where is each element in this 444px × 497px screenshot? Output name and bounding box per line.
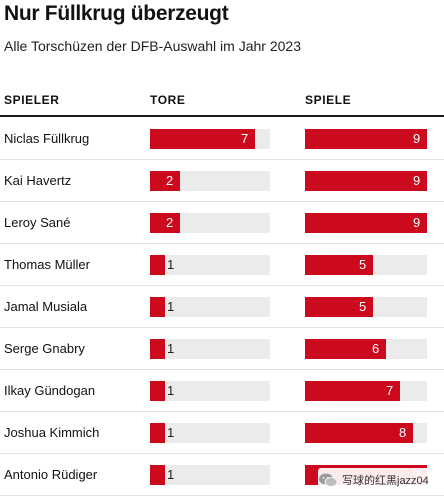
tore-bar xyxy=(150,255,165,275)
spiele-value-label: 6 xyxy=(372,341,380,356)
spiele-track: 5 xyxy=(305,255,427,275)
player-name: Ilkay Gündogan xyxy=(4,383,96,398)
spiele-value-label: 9 xyxy=(413,215,421,230)
spiele-track: 8 xyxy=(305,423,427,443)
tore-value-label: 1 xyxy=(167,467,175,482)
spiele-track: 9 xyxy=(305,171,427,191)
spiele-value-label: 5 xyxy=(359,299,367,314)
spiele-value-label: 9 xyxy=(413,173,421,188)
tore-bar xyxy=(150,297,165,317)
tore-value-label: 1 xyxy=(167,425,175,440)
tore-value-label: 1 xyxy=(167,341,175,356)
table-row: Serge Gnabry 1 6 xyxy=(0,328,444,370)
tore-bar xyxy=(150,465,165,485)
spiele-track: 5 xyxy=(305,297,427,317)
watermark-text: 写球的红黑jazz04 xyxy=(342,475,429,487)
tore-track: 2 xyxy=(150,171,270,191)
spiele-value-label: 9 xyxy=(413,131,421,146)
spiele-value-label: 8 xyxy=(399,425,407,440)
spiele-bar xyxy=(305,423,413,443)
tore-bar xyxy=(150,213,180,233)
spiele-track: 9 xyxy=(305,129,427,149)
spiele-value-label: 5 xyxy=(359,257,367,272)
spiele-value-label: 7 xyxy=(386,383,394,398)
player-name: Thomas Müller xyxy=(4,257,90,272)
tore-track: 1 xyxy=(150,423,270,443)
player-name: Niclas Füllkrug xyxy=(4,131,90,146)
tore-track: 1 xyxy=(150,465,270,485)
table-row: Joshua Kimmich 1 8 xyxy=(0,412,444,454)
chart-title: Nur Füllkrug überzeugt xyxy=(4,2,229,25)
tore-value-label: 2 xyxy=(166,215,174,230)
tore-bar xyxy=(150,339,165,359)
spiele-track: 9 xyxy=(305,213,427,233)
spiele-track: 6 xyxy=(305,339,427,359)
spiele-bar xyxy=(305,297,373,317)
header-spieler: SPIELER xyxy=(4,93,60,107)
wechat-icon xyxy=(319,473,338,487)
spiele-bar xyxy=(305,381,400,401)
tore-track: 1 xyxy=(150,339,270,359)
player-name: Joshua Kimmich xyxy=(4,425,100,440)
tore-track: 2 xyxy=(150,213,270,233)
tore-track: 1 xyxy=(150,381,270,401)
table-row: Niclas Füllkrug 7 9 xyxy=(0,118,444,160)
table-row: Kai Havertz 2 9 xyxy=(0,160,444,202)
player-name: Kai Havertz xyxy=(4,173,72,188)
tore-bar xyxy=(150,423,165,443)
spiele-bar xyxy=(305,129,427,149)
tore-value-label: 7 xyxy=(241,131,249,146)
table-row: Leroy Sané 2 9 xyxy=(0,202,444,244)
spiele-bar xyxy=(305,171,427,191)
player-name: Jamal Musiala xyxy=(4,299,88,314)
header-spiele: SPIELE xyxy=(305,93,352,107)
tore-bar xyxy=(150,129,255,149)
spiele-bar xyxy=(305,255,373,275)
player-name: Leroy Sané xyxy=(4,215,71,230)
tore-value-label: 1 xyxy=(167,383,175,398)
spiele-bar xyxy=(305,213,427,233)
watermark: 写球的红黑jazz04 xyxy=(318,468,442,492)
header-tore: TORE xyxy=(150,93,186,107)
table-row: Thomas Müller 1 5 xyxy=(0,244,444,286)
tore-bar xyxy=(150,171,180,191)
table-row: Ilkay Gündogan 1 7 xyxy=(0,370,444,412)
tore-track: 1 xyxy=(150,255,270,275)
chart-subtitle: Alle Torschüzen der DFB-Auswahl im Jahr … xyxy=(4,38,301,54)
tore-value-label: 1 xyxy=(167,299,175,314)
tore-track: 1 xyxy=(150,297,270,317)
tore-bar xyxy=(150,381,165,401)
tore-value-label: 1 xyxy=(167,257,175,272)
tore-track: 7 xyxy=(150,129,270,149)
tore-value-label: 2 xyxy=(166,173,174,188)
player-name: Antonio Rüdiger xyxy=(4,467,98,482)
table-row: Jamal Musiala 1 5 xyxy=(0,286,444,328)
player-name: Serge Gnabry xyxy=(4,341,85,356)
spiele-track: 7 xyxy=(305,381,427,401)
spiele-bar xyxy=(305,339,386,359)
header-rule xyxy=(0,115,444,117)
